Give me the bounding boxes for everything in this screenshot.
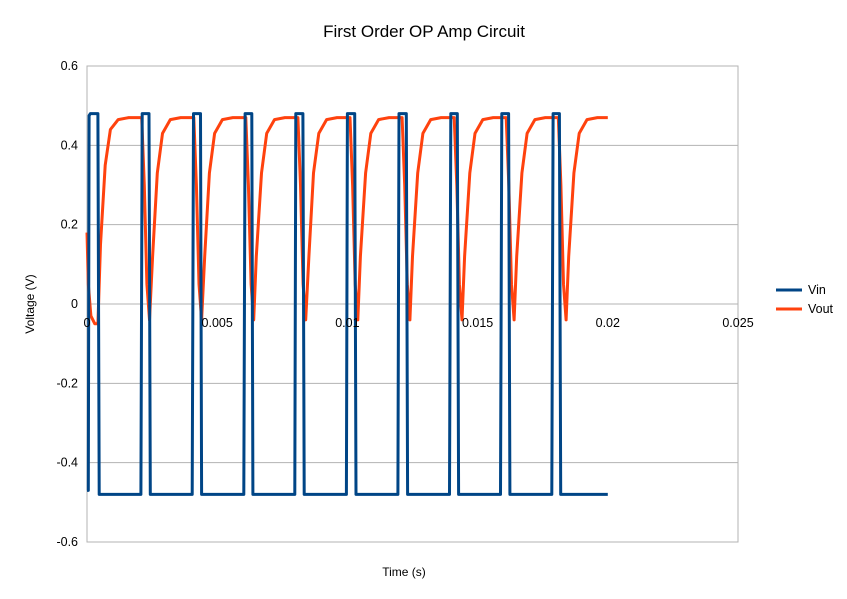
x-tick-label: 0.015: [462, 316, 493, 330]
x-tick-label: 0: [84, 316, 91, 330]
x-tick-label: 0.025: [722, 316, 753, 330]
grid-lines: [87, 65, 738, 543]
x-tick-label: 0.005: [202, 316, 233, 330]
series-layer: [85, 112, 608, 496]
y-tick-label: 0.6: [61, 59, 78, 73]
y-tick-label: -0.2: [56, 376, 78, 390]
y-tick-label: -0.4: [56, 456, 78, 470]
series-line-vout: [85, 116, 608, 326]
y-tick-label: 0.4: [61, 138, 78, 152]
y-axis-label: Voltage (V): [23, 274, 37, 333]
x-axis-ticks: 0 0.005 0.01 0.015 0.02 0.025: [84, 316, 754, 330]
series-line-vin: [86, 112, 608, 496]
chart-title: First Order OP Amp Circuit: [323, 22, 525, 41]
x-axis-label: Time (s): [382, 565, 426, 579]
x-tick-label: 0.01: [335, 316, 359, 330]
y-tick-label: 0: [71, 297, 78, 311]
x-tick-label: 0.02: [596, 316, 620, 330]
y-axis-ticks: 0.6 0.4 0.2 0 -0.2 -0.4 -0.6: [56, 59, 78, 549]
legend-label-vin: Vin: [808, 283, 826, 297]
plot-area-frame: [86, 65, 739, 543]
y-tick-label: -0.6: [56, 535, 78, 549]
y-tick-label: 0.2: [61, 218, 78, 232]
legend-label-vout: Vout: [808, 302, 834, 316]
legend: Vin Vout: [776, 283, 834, 316]
